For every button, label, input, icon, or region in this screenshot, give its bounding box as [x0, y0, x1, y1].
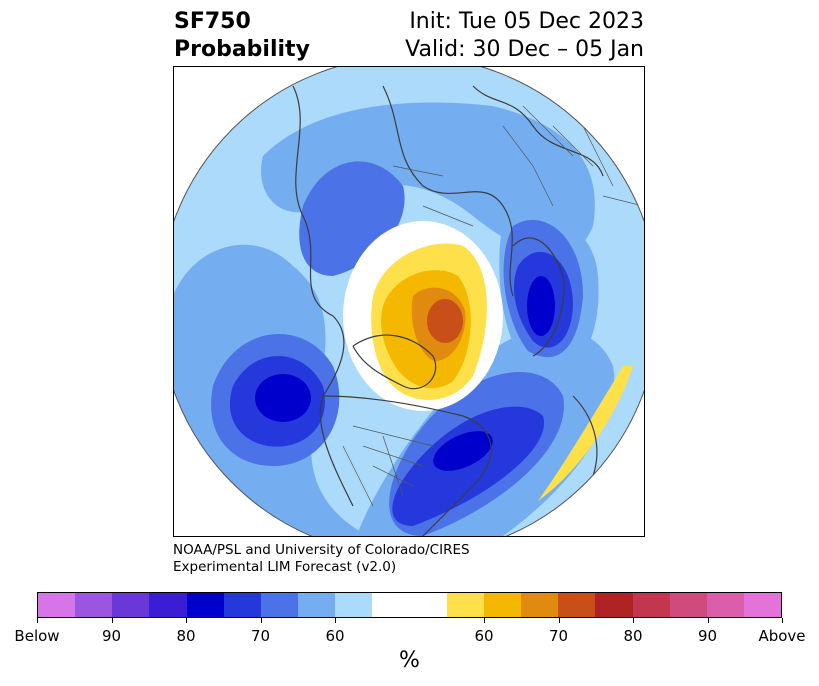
- colorbar-swatch: [409, 593, 447, 617]
- colorbar-swatch: [743, 593, 782, 617]
- colorbar-swatch: [669, 593, 707, 617]
- colorbar-tick-mark: [782, 618, 783, 623]
- colorbar-swatch: [632, 593, 670, 617]
- credit-line-1: NOAA/PSL and University of Colorado/CIRE…: [173, 542, 470, 558]
- colorbar-tick-label: 70: [250, 627, 271, 645]
- colorbar-swatch: [483, 593, 522, 617]
- colorbar-swatch: [223, 593, 261, 617]
- colorbar-tick-label: 60: [474, 627, 494, 645]
- probability-field: [159, 56, 659, 556]
- borders: [342, 105, 644, 507]
- valid-dates: Valid: 30 Dec – 05 Jan: [405, 37, 644, 62]
- colorbar-tick-label: 70: [548, 627, 569, 645]
- colorbar-tick-mark: [37, 618, 38, 623]
- title-variable: SF750: [174, 9, 251, 34]
- colorbar-tick-label: 90: [697, 627, 718, 645]
- colorbar-tick-label: 60: [325, 627, 345, 645]
- colorbar-swatch: [558, 593, 596, 617]
- colorbar-tick-mark: [260, 618, 262, 623]
- colorbar-tick-label: 80: [623, 627, 643, 645]
- coastlines: [292, 85, 604, 537]
- colorbar-tick-mark: [335, 618, 336, 623]
- data-credit: NOAA/PSL and University of Colorado/CIRE…: [173, 542, 470, 576]
- colorbar-swatch: [335, 593, 373, 617]
- init-date: Init: Tue 05 Dec 2023: [409, 9, 644, 34]
- colorbar-swatch: [75, 593, 113, 617]
- colorbar-tick-mark: [558, 618, 560, 623]
- colorbar-swatch: [446, 593, 484, 617]
- forecast-map: [158, 55, 660, 557]
- colorbar-swatch: [149, 593, 187, 617]
- colorbar-swatch: [372, 593, 410, 617]
- colorbar-swatch: [298, 593, 336, 617]
- colorbar-tick-mark: [186, 618, 187, 623]
- colorbar-tick-label: Above: [758, 627, 806, 645]
- forecast-dates: Init: Tue 05 Dec 2023 Valid: 30 Dec – 05…: [405, 8, 644, 64]
- colorbar-tick-mark: [484, 618, 485, 623]
- title-type: Probability: [174, 37, 310, 62]
- polar-projection-map: [158, 55, 660, 557]
- colorbar-swatch: [112, 593, 150, 617]
- colorbar-tick-mark: [707, 618, 709, 623]
- colorbar-tick-label: 90: [101, 627, 122, 645]
- colorbar-swatch: [706, 593, 744, 617]
- colorbar: [37, 592, 782, 618]
- colorbar-unit: %: [399, 648, 420, 673]
- colorbar-swatch: [595, 593, 633, 617]
- colorbar-swatch: [521, 593, 559, 617]
- colorbar-tick-mark: [633, 618, 634, 623]
- map-title: SF750 Probability: [174, 8, 310, 64]
- colorbar-swatch: [186, 593, 224, 617]
- colorbar-tick-mark: [111, 618, 113, 623]
- colorbar-tick-label: Below: [14, 627, 60, 645]
- colorbar-swatch: [38, 593, 76, 617]
- colorbar-tick-label: 80: [176, 627, 196, 645]
- colorbar-swatch: [260, 593, 299, 617]
- credit-line-2: Experimental LIM Forecast (v2.0): [173, 559, 397, 575]
